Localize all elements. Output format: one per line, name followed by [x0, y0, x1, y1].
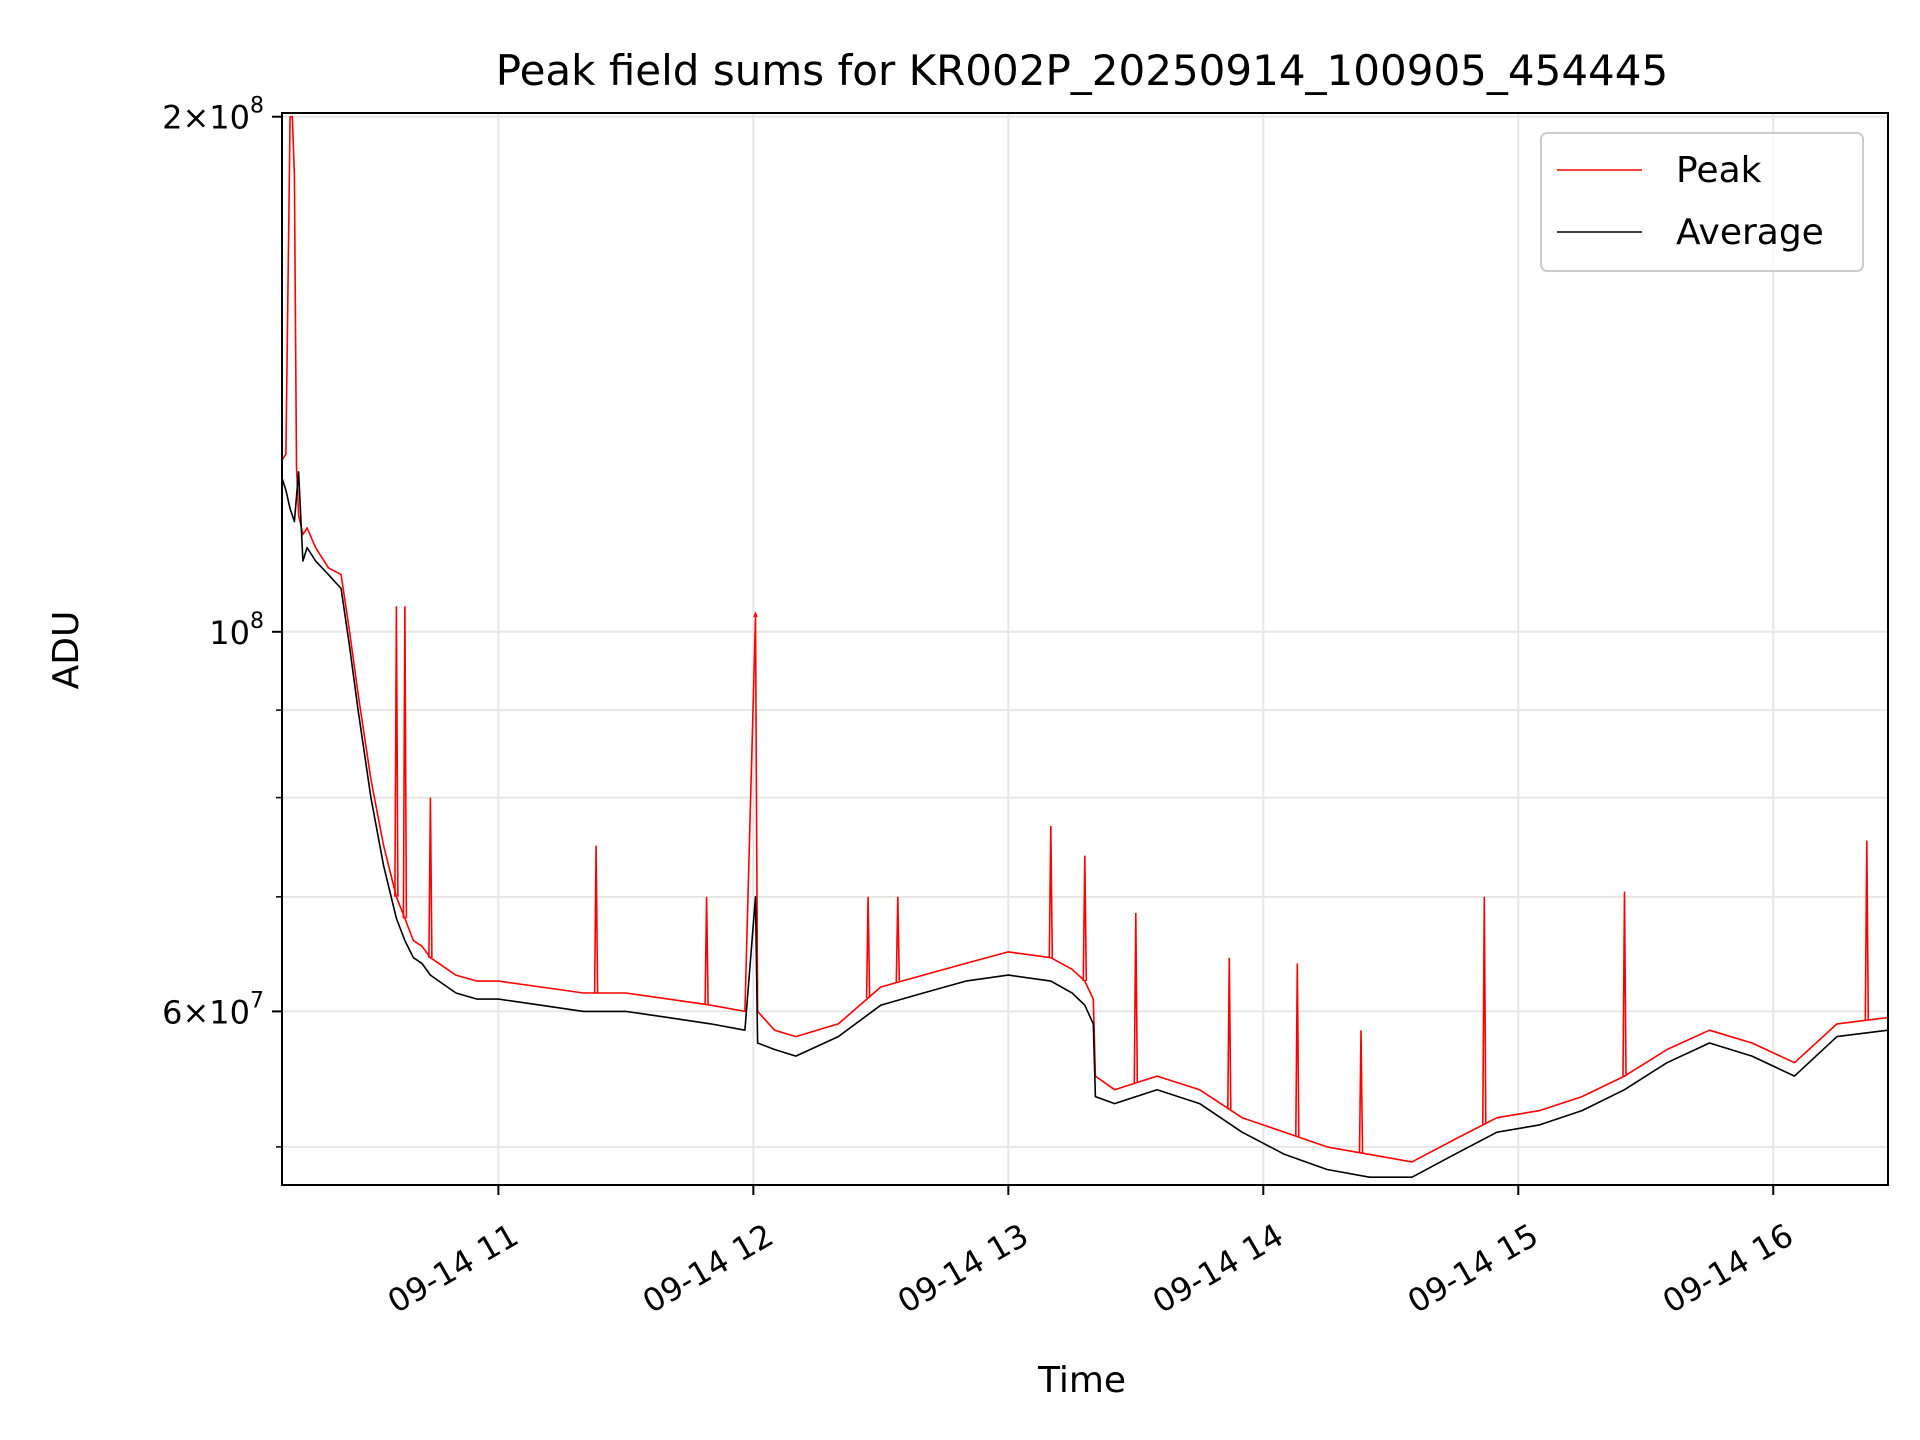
y-tick-label-times: ×10	[182, 993, 250, 1031]
y-tick-label: 2×108	[162, 94, 264, 137]
peak-spike	[1133, 912, 1139, 1083]
peak-spike	[1864, 840, 1870, 1021]
legend-box	[1540, 132, 1864, 272]
legend: Peak Average	[1540, 132, 1864, 272]
y-tick-label-times: ×10	[182, 99, 250, 137]
peak-spike	[1048, 825, 1054, 958]
y-tick-label-exponent: 8	[250, 609, 264, 634]
peak-spike	[753, 611, 758, 618]
y-tick-label-exponent: 8	[250, 94, 264, 119]
y-tick-label: 108	[209, 609, 264, 652]
y-axis-label: ADU	[46, 611, 87, 690]
series-line-peak	[282, 115, 1888, 1163]
peak-spike	[1622, 891, 1627, 1077]
y-tick-label-base: 2	[162, 99, 182, 137]
y-tick-label-ten: 10	[209, 614, 250, 652]
peak-spike	[394, 606, 399, 897]
peak-spike	[1295, 963, 1300, 1137]
series-layer	[282, 115, 1888, 1178]
peak-spike	[895, 896, 901, 983]
y-tick-label-base: 6	[162, 993, 182, 1031]
peak-spike	[1082, 855, 1088, 982]
peak-spike	[428, 797, 433, 958]
y-tick-label: 6×107	[162, 988, 264, 1031]
series-line-average	[282, 471, 1888, 1178]
y-tick-label-exponent: 7	[250, 988, 264, 1013]
plot-area-frame	[281, 112, 1889, 1186]
legend-label-average: Average	[1676, 212, 1824, 253]
legend-label-peak: Peak	[1676, 150, 1762, 191]
x-axis-label: Time	[1037, 1360, 1126, 1401]
peak-spike	[593, 845, 599, 994]
peak-spike	[1482, 896, 1487, 1125]
peak-spike	[402, 606, 408, 919]
peak-spike	[1227, 957, 1232, 1110]
peak-spike	[865, 896, 871, 998]
peak-spike	[704, 896, 709, 1005]
chart-title: Peak field sums for KR002P_20250914_1009…	[496, 46, 1668, 95]
peak-spike	[1358, 1030, 1364, 1153]
